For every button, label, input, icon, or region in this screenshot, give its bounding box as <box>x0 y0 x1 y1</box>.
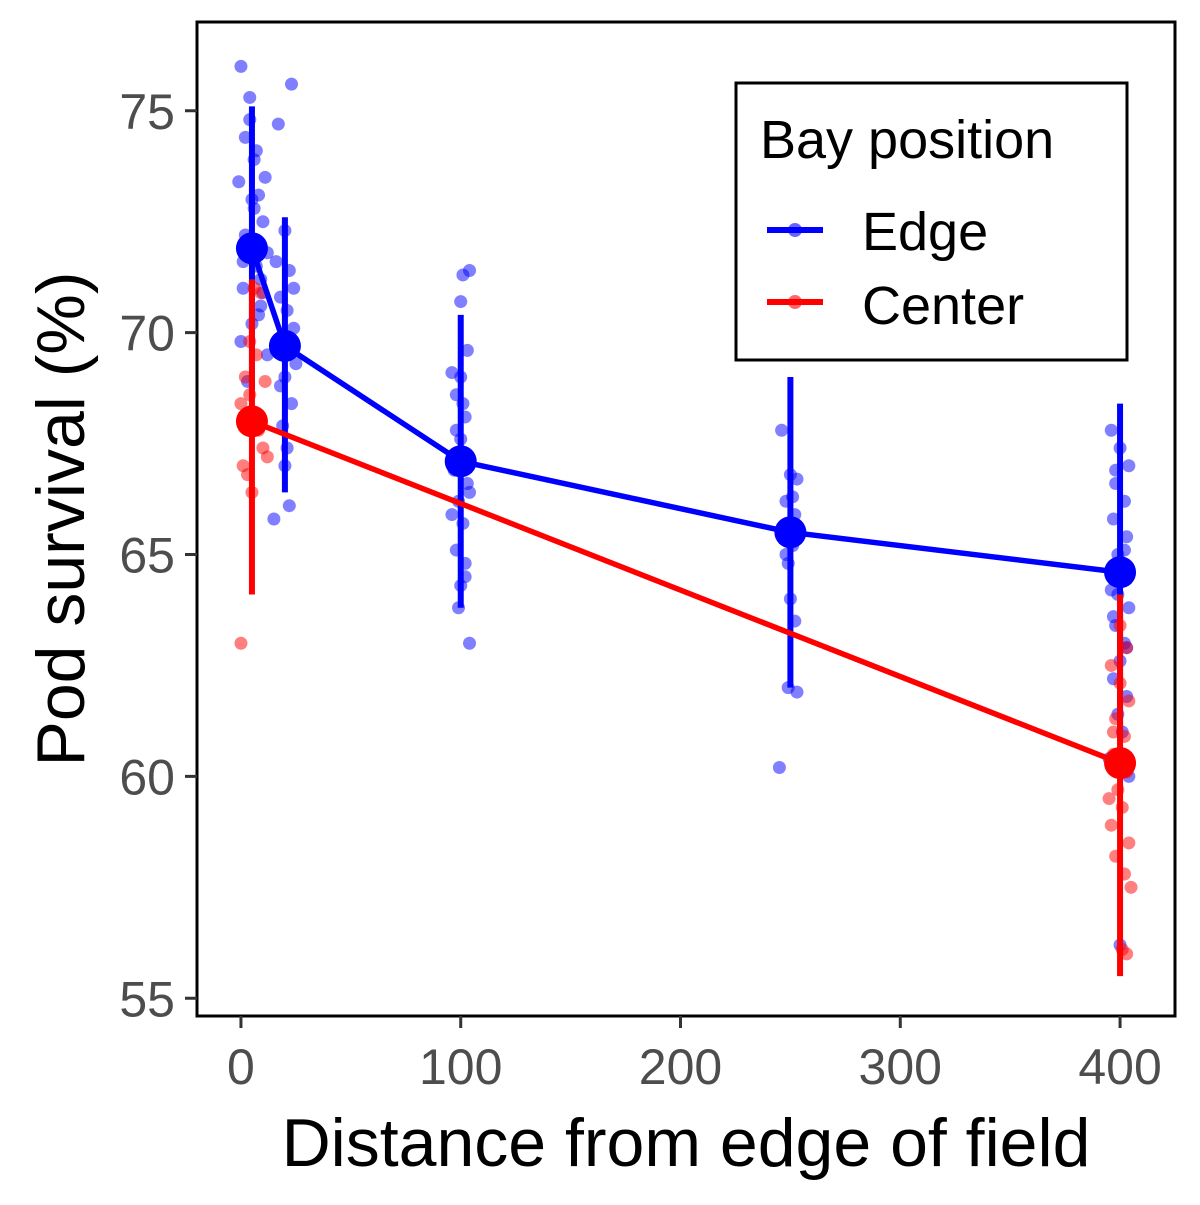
data-point-edge-19 <box>252 308 266 322</box>
data-point-center-26 <box>1122 836 1136 850</box>
legend-box <box>734 81 1129 362</box>
data-point-edge-64 <box>445 508 459 522</box>
series-line-center <box>250 418 1122 766</box>
legend-key-point-edge <box>788 223 802 237</box>
data-point-center-30 <box>1102 792 1116 806</box>
y-tick-label-55: 55 <box>119 971 175 1027</box>
mean-point-edge-0 <box>235 232 268 265</box>
data-point-edge-80 <box>790 685 804 699</box>
data-point-edge-37 <box>287 281 301 295</box>
data-point-edge-32 <box>285 397 299 411</box>
legend-key-point-center <box>788 295 802 309</box>
mean-point-edge-3 <box>774 516 807 549</box>
x-axis-title: Distance from edge of field <box>282 1105 1091 1181</box>
y-tick-label-65: 65 <box>119 528 175 584</box>
data-point-edge-89 <box>1106 512 1120 526</box>
data-point-edge-76 <box>790 472 804 486</box>
data-point-edge-90 <box>1120 530 1134 544</box>
data-point-edge-86 <box>1122 459 1136 473</box>
data-point-edge-1 <box>238 130 252 144</box>
data-point-edge-39 <box>289 357 303 371</box>
marks-layer <box>232 59 1138 977</box>
data-point-edge-59 <box>463 636 477 650</box>
data-point-edge-65 <box>463 485 477 499</box>
mean-point-edge-1 <box>268 329 301 362</box>
legend-label-edge: Edge <box>862 202 988 262</box>
data-point-edge-48 <box>456 268 470 282</box>
data-point-center-1 <box>238 370 252 384</box>
x-tick-label-100: 100 <box>419 1039 502 1095</box>
data-point-edge-35 <box>282 499 296 513</box>
plot-panel-border <box>195 20 1177 1018</box>
data-point-edge-69 <box>775 423 789 437</box>
mean-point-center-1 <box>1104 747 1137 780</box>
x-tick-label-300: 300 <box>859 1039 942 1095</box>
data-point-edge-44 <box>269 255 283 269</box>
y-tick-label-60: 60 <box>119 749 175 805</box>
data-point-edge-0 <box>234 59 248 73</box>
data-point-edge-94 <box>1122 601 1136 615</box>
data-point-center-33 <box>1106 725 1120 739</box>
data-point-edge-8 <box>236 281 250 295</box>
y-tick-label-70: 70 <box>119 306 175 362</box>
legend-title: Bay position <box>760 110 1054 170</box>
legend: Bay position Edge Center <box>734 81 1129 362</box>
data-point-edge-107 <box>1106 610 1120 624</box>
data-point-edge-12 <box>258 170 272 184</box>
data-point-edge-81 <box>772 761 786 774</box>
mean-point-edge-4 <box>1104 556 1137 589</box>
data-point-edge-46 <box>454 295 468 309</box>
data-point-center-0 <box>234 636 248 650</box>
data-point-center-12 <box>234 397 248 411</box>
data-point-edge-5 <box>256 215 270 229</box>
data-point-edge-40 <box>285 77 299 91</box>
mean-point-edge-2 <box>444 445 477 478</box>
data-point-center-18 <box>1122 694 1136 708</box>
data-point-center-31 <box>1120 641 1134 655</box>
data-point-center-29 <box>1124 880 1138 894</box>
data-point-center-13 <box>260 450 274 464</box>
legend-label-center: Center <box>862 276 1024 336</box>
data-point-edge-84 <box>1104 423 1118 437</box>
data-point-edge-38 <box>271 117 285 131</box>
y-tick-label-75: 75 <box>119 84 175 140</box>
mean-point-center-0 <box>235 405 268 438</box>
data-point-center-35 <box>1120 947 1134 961</box>
data-point-edge-2 <box>243 90 257 104</box>
data-point-edge-61 <box>460 343 474 357</box>
x-tick-label-400: 400 <box>1078 1039 1161 1095</box>
axis-layer: 0 100 200 300 400 55 60 65 70 75 <box>119 84 1161 1095</box>
x-tick-label-0: 0 <box>227 1039 255 1095</box>
x-tick-label-200: 200 <box>639 1039 722 1095</box>
data-point-edge-36 <box>267 512 281 526</box>
data-point-edge-13 <box>232 175 246 189</box>
data-point-center-11 <box>258 374 272 388</box>
data-point-center-25 <box>1104 818 1118 832</box>
data-point-center-16 <box>1104 658 1118 672</box>
y-axis-title: Pod survival (%) <box>23 271 99 766</box>
